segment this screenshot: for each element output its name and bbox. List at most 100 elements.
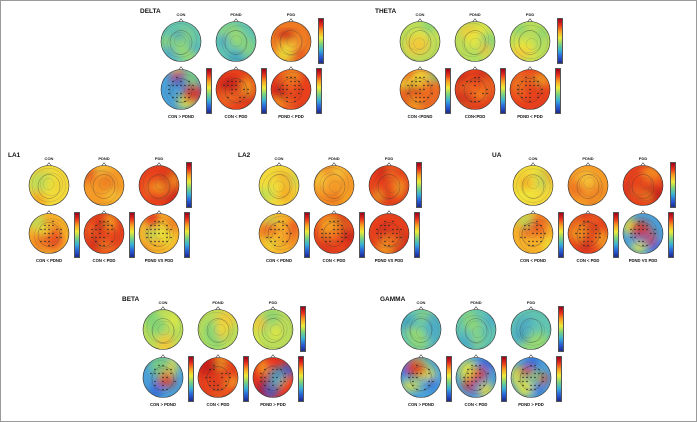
colorbar-comparison	[446, 356, 452, 402]
panel-title: DELTA	[140, 8, 161, 15]
head-label: PDND	[582, 156, 594, 161]
topomap-pdnd	[453, 305, 499, 356]
topomap-con	[397, 17, 443, 68]
head-label: CON	[528, 156, 538, 161]
topomap-comparison	[250, 353, 296, 404]
head-label: CON	[416, 300, 426, 305]
topomap-comparison	[136, 209, 182, 260]
head-label: PDND	[98, 156, 110, 161]
topomap-comparison	[213, 65, 259, 116]
topomap-pdd	[366, 161, 412, 212]
comparison-label: PDND VS PDD	[628, 258, 658, 263]
panel-title: LA2	[238, 152, 251, 159]
topomap-con	[510, 161, 556, 212]
comparison-label: PDND < PDD	[278, 114, 304, 119]
topomap-con	[140, 305, 186, 356]
comparison-label: CON < PDD	[464, 402, 488, 407]
colorbar-comparison	[206, 68, 212, 114]
comparison-label: CON > PDND	[168, 114, 194, 119]
colorbar-top	[557, 18, 563, 64]
topomap-pdnd	[195, 305, 241, 356]
head-label: CON	[415, 12, 425, 17]
topomap-comparison	[81, 209, 127, 260]
colorbar-comparison	[304, 212, 310, 258]
comparison-label: CON <PDND	[407, 114, 433, 119]
comparison-label: PDND > PDD	[518, 402, 544, 407]
head-label: PDD	[638, 156, 648, 161]
topomap-con	[158, 17, 204, 68]
topomap-pdnd	[452, 17, 498, 68]
topomap-comparison	[311, 209, 357, 260]
comparison-label: CON<PDD	[464, 114, 486, 119]
topomap-pdd	[136, 161, 182, 212]
comparison-label: CON < PDD	[92, 258, 116, 263]
comparison-label: PDND > PDD	[260, 402, 286, 407]
head-label: PDND	[469, 12, 481, 17]
comparison-label: PDND VS PDD	[374, 258, 404, 263]
colorbar-top	[186, 162, 192, 208]
head-label: PDND	[230, 12, 242, 17]
topomap-con	[398, 305, 444, 356]
topomap-pdnd	[311, 161, 357, 212]
comparison-label: CON < PDD	[224, 114, 248, 119]
panel-title: UA	[492, 152, 502, 159]
colorbar-comparison	[555, 68, 561, 114]
topomap-comparison	[158, 65, 204, 116]
colorbar-comparison	[74, 212, 80, 258]
colorbar-comparison	[359, 212, 365, 258]
head-label: PDND	[328, 156, 340, 161]
topomap-pdd	[268, 17, 314, 68]
topomap-pdd	[250, 305, 296, 356]
colorbar-comparison	[445, 68, 451, 114]
topomap-comparison	[140, 353, 186, 404]
colorbar-top	[558, 306, 564, 352]
panel-title: LA1	[8, 152, 21, 159]
topomap-comparison	[452, 65, 498, 116]
topomap-pdnd	[81, 161, 127, 212]
topomap-comparison	[508, 353, 554, 404]
panel-title: THETA	[375, 8, 397, 15]
topomap-comparison	[26, 209, 72, 260]
colorbar-comparison	[613, 212, 619, 258]
topomap-comparison	[510, 209, 556, 260]
topomap-comparison	[620, 209, 666, 260]
colorbar-comparison	[261, 68, 267, 114]
head-label: PDND	[212, 300, 224, 305]
topomap-comparison	[507, 65, 553, 116]
head-label: PDD	[286, 12, 296, 17]
colorbar-comparison	[298, 356, 304, 402]
head-label: CON	[158, 300, 168, 305]
colorbar-comparison	[184, 212, 190, 258]
topomap-pdnd	[213, 17, 259, 68]
topomap-con	[26, 161, 72, 212]
head-label: CON	[274, 156, 284, 161]
head-label: PDD	[526, 300, 536, 305]
colorbar-comparison	[243, 356, 249, 402]
comparison-label: CON < PDND	[520, 258, 546, 263]
colorbar-comparison	[129, 212, 135, 258]
head-label: PDND	[470, 300, 482, 305]
topomap-comparison	[398, 353, 444, 404]
topomap-pdd	[620, 161, 666, 212]
topomap-comparison	[366, 209, 412, 260]
comparison-label: PDND VS PDD	[144, 258, 174, 263]
comparison-label: PDND < PDD	[517, 114, 543, 119]
colorbar-comparison	[668, 212, 674, 258]
comparison-label: CON < PDD	[206, 402, 230, 407]
panel-title: BETA	[122, 296, 140, 303]
colorbar-top	[318, 18, 324, 64]
head-label: CON	[44, 156, 54, 161]
head-label: PDD	[268, 300, 278, 305]
comparison-label: CON > PDND	[150, 402, 176, 407]
topomap-comparison	[195, 353, 241, 404]
topomap-pdd	[507, 17, 553, 68]
comparison-label: CON > PDND	[408, 402, 434, 407]
topomap-comparison	[565, 209, 611, 260]
colorbar-comparison	[500, 68, 506, 114]
head-label: PDD	[384, 156, 394, 161]
head-label: CON	[176, 12, 186, 17]
topomap-comparison	[453, 353, 499, 404]
head-label: PDD	[525, 12, 535, 17]
comparison-label: CON < PDND	[36, 258, 62, 263]
topomap-pdd	[508, 305, 554, 356]
